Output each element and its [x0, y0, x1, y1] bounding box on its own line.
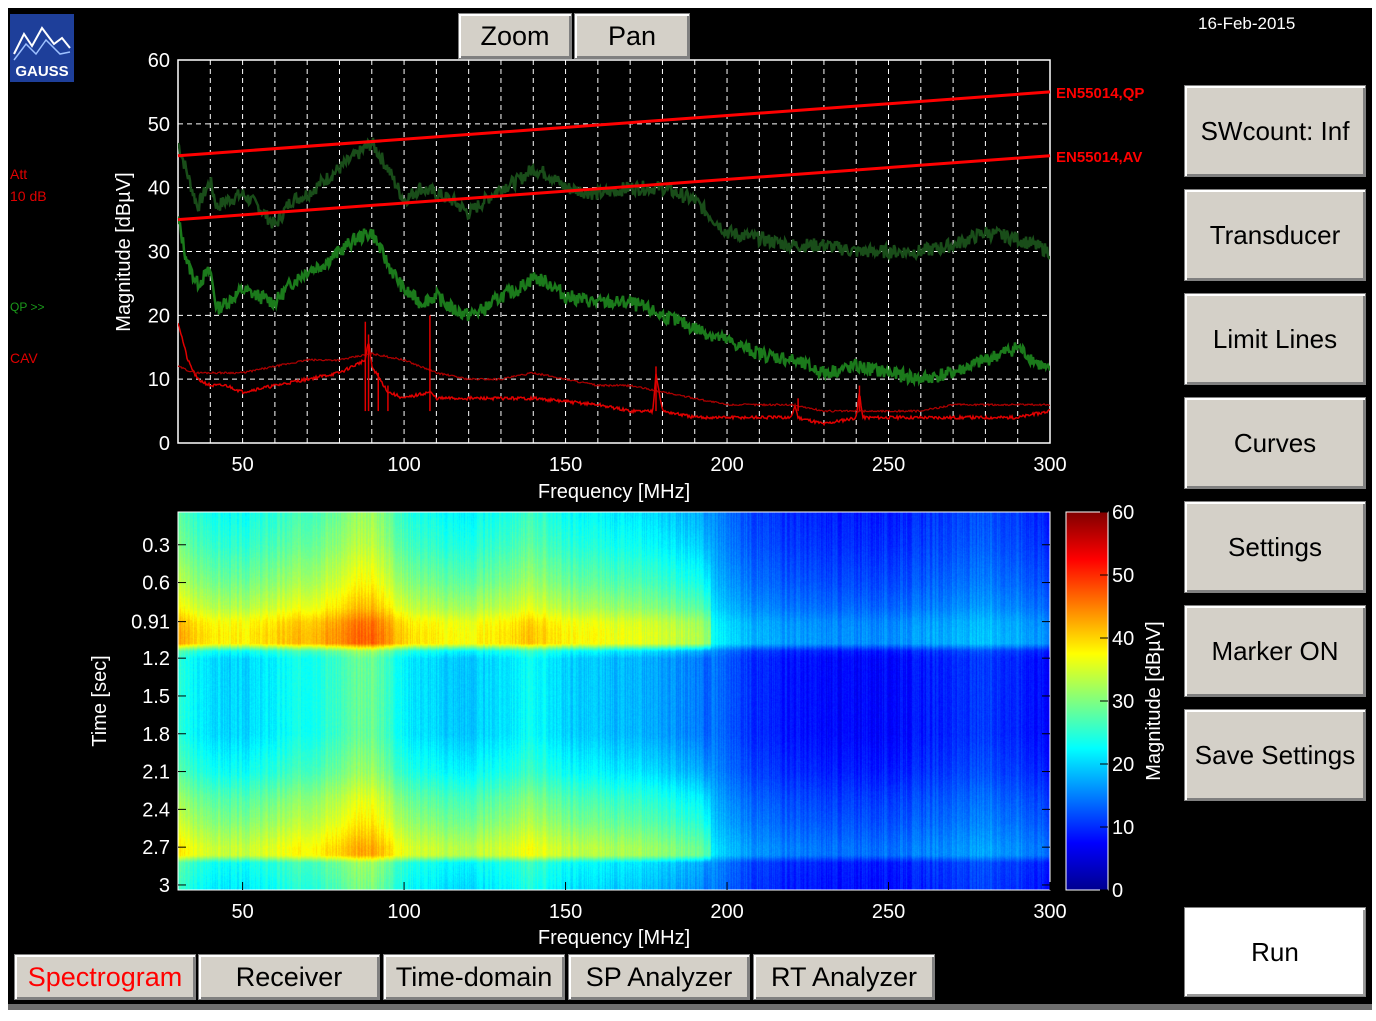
qp-trace — [178, 216, 1050, 388]
limit-line-qp[interactable] — [177, 90, 1051, 158]
settings-button[interactable]: Settings — [1184, 501, 1366, 593]
pan-button[interactable]: Pan — [574, 13, 690, 59]
spectrogram-ylabel: Time [sec] — [89, 655, 111, 747]
app-window: GAUSS 16-Feb-2015 Zoom Pan Att 10 dB QP … — [8, 8, 1372, 1004]
curves-button[interactable]: Curves — [1184, 397, 1366, 489]
spectrogram-frame — [177, 511, 1051, 891]
status-strip — [8, 1004, 1372, 1010]
y-tick-label: 2.7 — [142, 837, 170, 859]
x-tick-label: 150 — [549, 454, 582, 476]
y-tick-label: 1.8 — [142, 724, 170, 746]
y-tick-label: 50 — [148, 114, 170, 136]
qp-indicator[interactable]: QP >> — [10, 300, 45, 314]
spectrum-plot[interactable]: 50 100 150 200 250 300 0 10 20 30 40 50 60 EN55014,QP… — [8, 8, 1178, 508]
x-tick-label: 250 — [872, 454, 905, 476]
gauss-logo: GAUSS — [10, 14, 74, 82]
limit-label-qp: EN55014,QP — [1056, 85, 1144, 102]
swcount-button[interactable]: SWcount: Inf — [1184, 85, 1366, 177]
y-tick-label: 0.91 — [131, 612, 170, 634]
run-button[interactable]: Run — [1184, 907, 1366, 997]
x-tick-label: 300 — [1033, 901, 1066, 923]
colorbar-tick-label: 40 — [1112, 628, 1134, 650]
y-tick-label: 0.3 — [142, 535, 170, 557]
colorbar-tick-label: 10 — [1112, 817, 1134, 839]
cav-trace — [178, 322, 1050, 427]
tab-receiver[interactable]: Receiver — [198, 954, 380, 1000]
y-tick-label: 60 — [148, 50, 170, 72]
colorbar-label: Magnitude [dBµV] — [1143, 621, 1165, 780]
y-tick-label: 30 — [148, 242, 170, 264]
save-settings-button[interactable]: Save Settings — [1184, 709, 1366, 801]
zoom-button[interactable]: Zoom — [458, 13, 572, 59]
qp-trace-max — [178, 137, 1050, 262]
cav-trace-max — [178, 352, 1050, 414]
att-label: Att — [10, 166, 28, 182]
spectrogram-xlabel: Frequency [MHz] — [538, 927, 690, 948]
logo-text: GAUSS — [15, 63, 68, 80]
y-tick-label: 0.6 — [142, 573, 170, 595]
x-tick-label: 100 — [387, 454, 420, 476]
limit-label-av: EN55014,AV — [1056, 149, 1142, 166]
x-tick-label: 50 — [231, 901, 253, 923]
colorbar-tick-label: 50 — [1112, 565, 1134, 587]
tab-rt-analyzer[interactable]: RT Analyzer — [753, 954, 935, 1000]
x-tick-label: 300 — [1033, 454, 1066, 476]
tab-spectrogram[interactable]: Spectrogram — [14, 954, 196, 1000]
x-tick-label: 200 — [710, 901, 743, 923]
colorbar-tick-label: 20 — [1112, 754, 1134, 776]
date-label: 16-Feb-2015 — [1198, 14, 1296, 33]
colorbar-tick-label: 0 — [1112, 880, 1123, 902]
y-tick-label: 1.2 — [142, 648, 170, 670]
x-tick-label: 250 — [872, 901, 905, 923]
y-tick-label: 40 — [148, 178, 170, 200]
limit-line-av[interactable] — [177, 154, 1051, 222]
x-tick-label: 150 — [549, 901, 582, 923]
spectrum-ylabel: Magnitude [dBµV] — [113, 172, 135, 331]
spectrogram-plot[interactable]: 50 100 150 200 250 3000.30.60.911.21.51.82.12… — [8, 8, 1178, 948]
marker-button[interactable]: Marker ON — [1184, 605, 1366, 697]
x-tick-label: 50 — [231, 454, 253, 476]
y-tick-label: 20 — [148, 305, 170, 327]
colorbar-tick-label: 30 — [1112, 691, 1134, 713]
tab-sp-analyzer[interactable]: SP Analyzer — [568, 954, 750, 1000]
colorbar-tick-label: 60 — [1112, 502, 1134, 524]
limit-lines-button[interactable]: Limit Lines — [1184, 293, 1366, 385]
att-value: 10 dB — [10, 188, 47, 204]
y-tick-label: 2.4 — [142, 799, 170, 821]
spectrogram-heatmap[interactable] — [178, 512, 1050, 890]
y-tick-label: 1.5 — [142, 686, 170, 708]
y-tick-label: 3 — [159, 875, 170, 897]
y-tick-label: 2.1 — [142, 762, 170, 784]
spectrum-xlabel: Frequency [MHz] — [538, 481, 690, 503]
x-tick-label: 200 — [710, 454, 743, 476]
y-tick-label: 0 — [159, 433, 170, 455]
y-tick-label: 10 — [148, 369, 170, 391]
tab-time-domain[interactable]: Time-domain — [383, 954, 565, 1000]
transducer-button[interactable]: Transducer — [1184, 189, 1366, 281]
x-tick-label: 100 — [387, 901, 420, 923]
cav-indicator[interactable]: CAV — [10, 350, 38, 366]
